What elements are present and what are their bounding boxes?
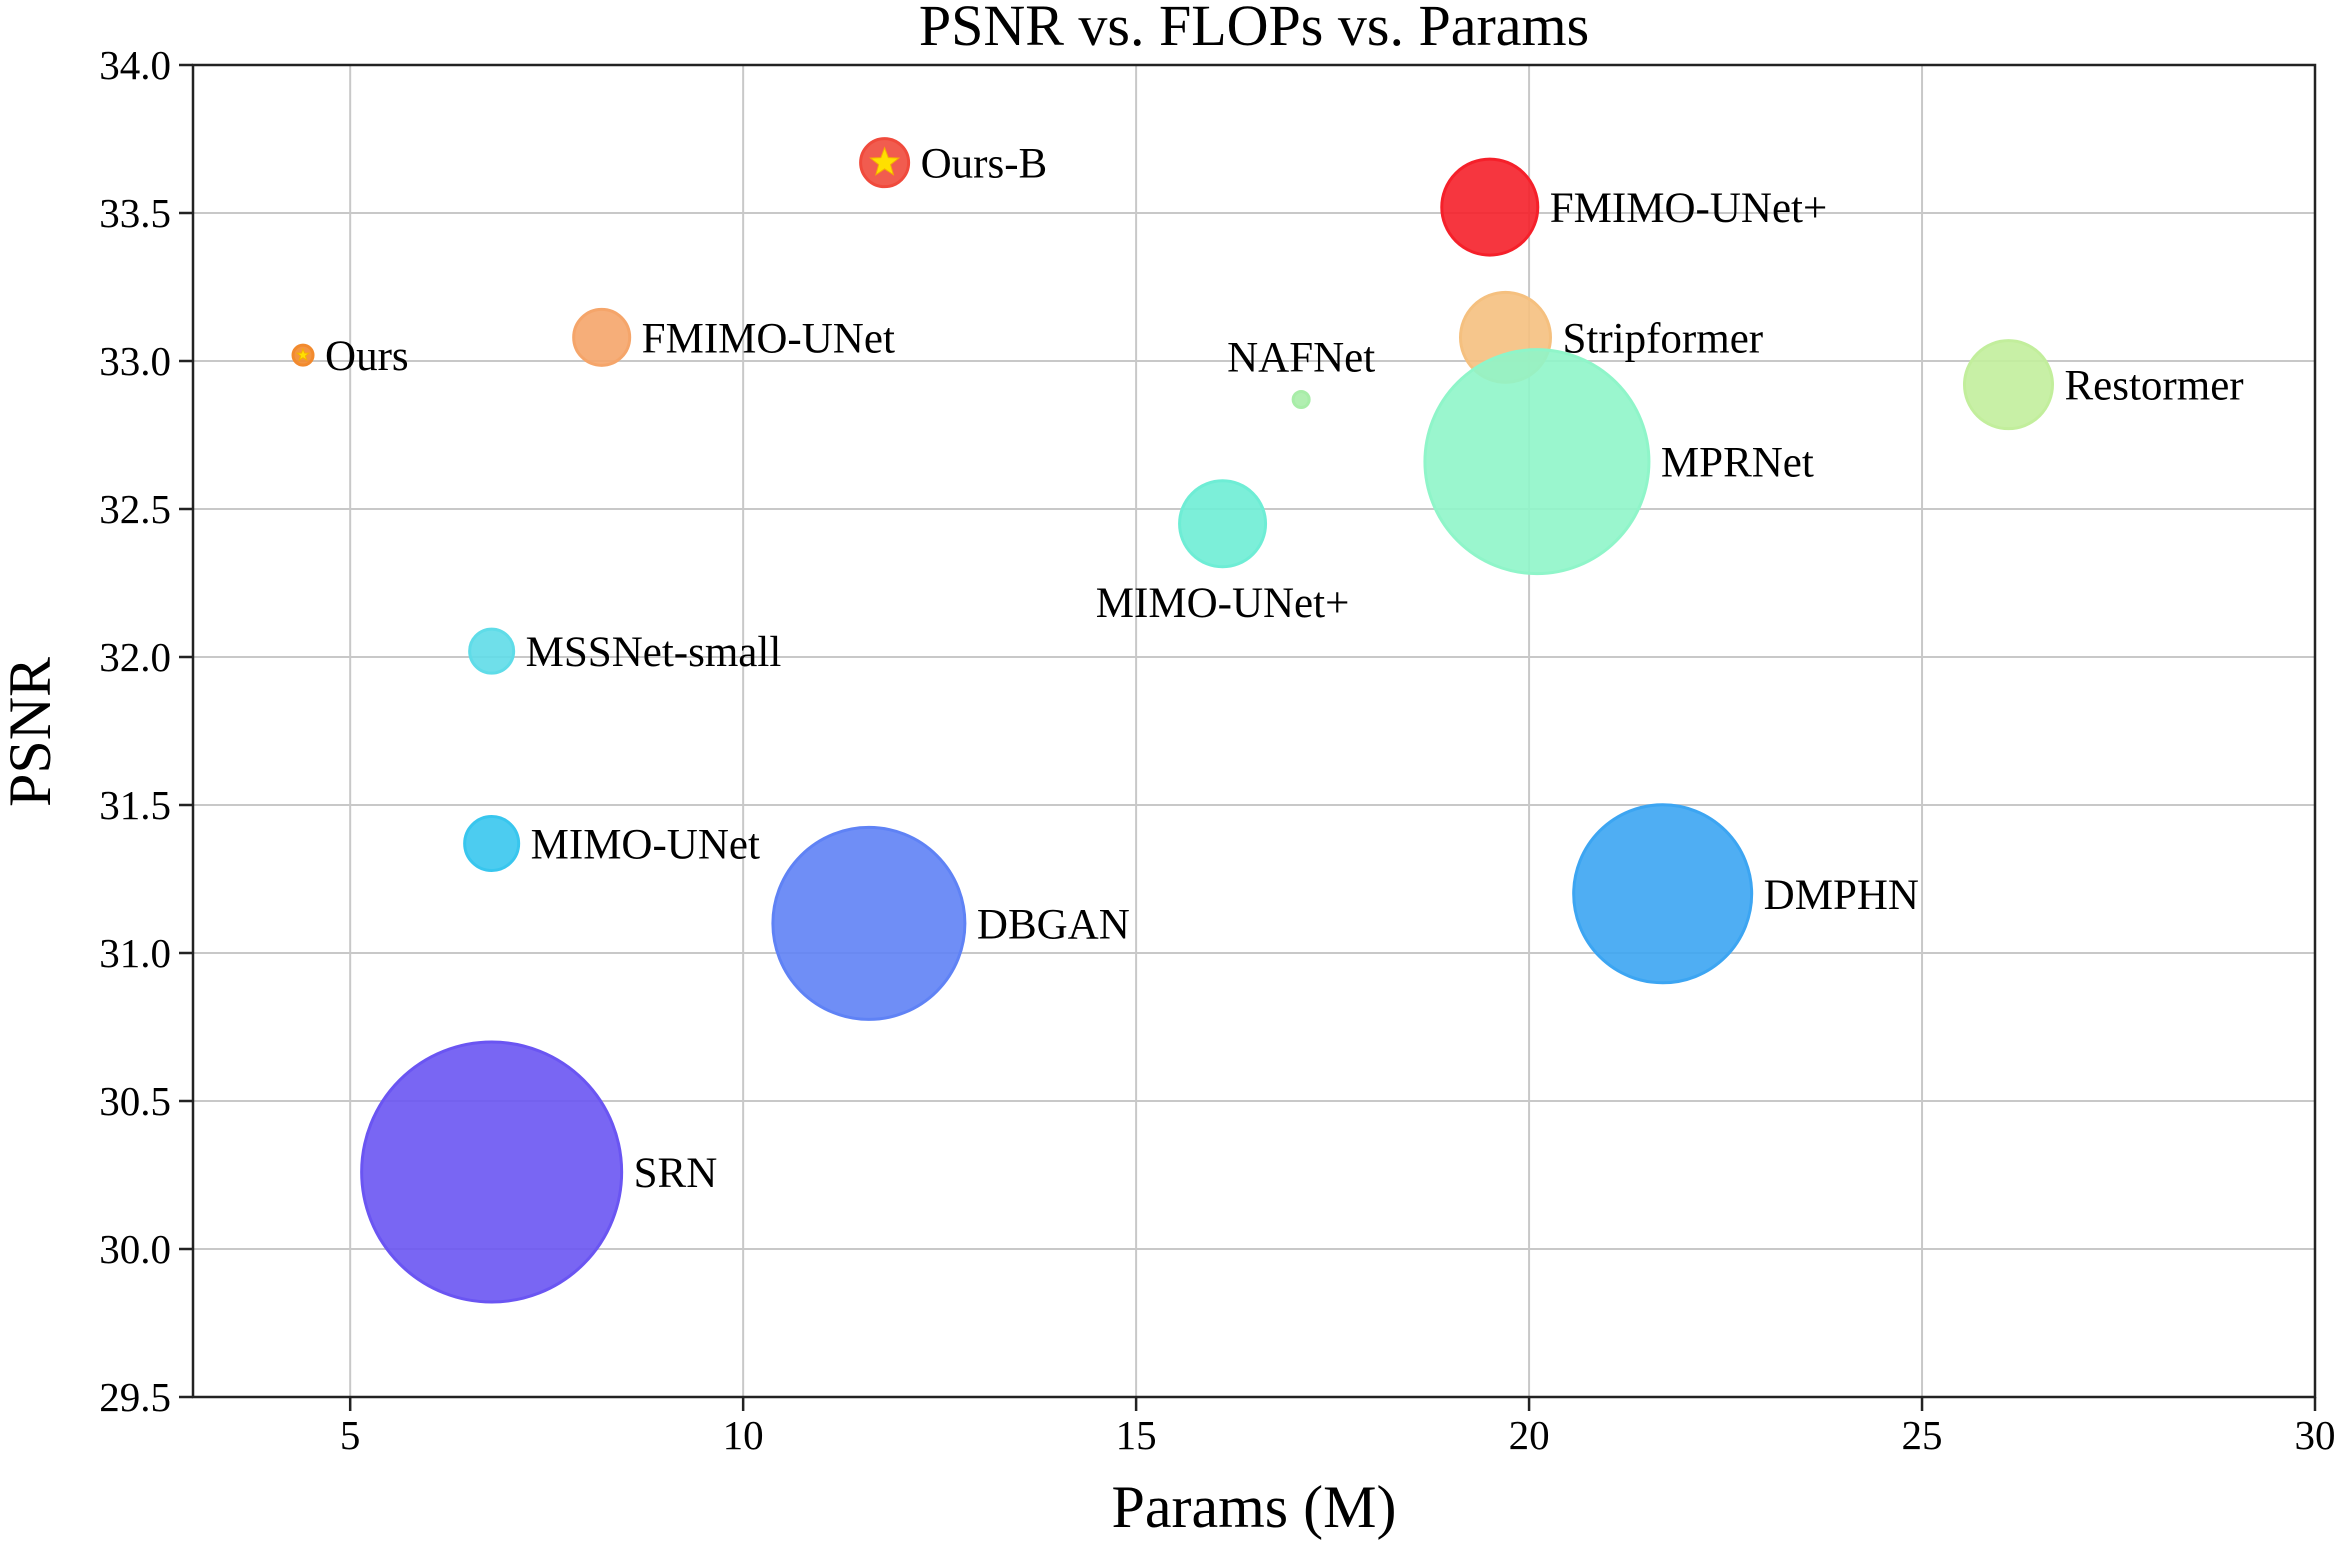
star-icon xyxy=(295,347,311,362)
point-labels: Ours Ours-B FMIMO-UNet FMIMO-UNet+ Stripform… xyxy=(325,141,2244,1197)
y-tick-label: 30.0 xyxy=(99,1226,171,1272)
bubble-fmimo-unet xyxy=(1440,157,1540,257)
y-tick-label: 33.0 xyxy=(99,338,171,384)
point-label-mssnet-small: MSSNet-small xyxy=(526,629,782,676)
point-label-srn: SRN xyxy=(634,1150,718,1197)
bubble-dbgan xyxy=(771,825,967,1021)
star-icon xyxy=(869,146,901,176)
x-axis-label: Params (M) xyxy=(1112,1474,1397,1540)
bubble-nafnet xyxy=(1291,389,1311,409)
y-tick-label: 32.5 xyxy=(99,486,171,532)
y-tick-label: 32.0 xyxy=(99,634,171,680)
point-label-nafnet: NAFNet xyxy=(1227,334,1375,381)
y-axis-label: PSNR xyxy=(0,657,63,807)
x-tick-label: 5 xyxy=(340,1412,361,1458)
point-label-mimo-unet: MIMO-UNet+ xyxy=(1096,580,1350,627)
point-label-dbgan: DBGAN xyxy=(977,901,1130,948)
x-tick-label: 25 xyxy=(1902,1412,1943,1458)
x-tick-label: 20 xyxy=(1509,1412,1550,1458)
chart-title: PSNR vs. FLOPs vs. Params xyxy=(919,0,1589,58)
point-label-mimo-unet: MIMO-UNet xyxy=(531,821,760,868)
point-label-restormer: Restormer xyxy=(2064,363,2243,410)
y-tick-label: 33.5 xyxy=(99,190,171,236)
bubble-srn xyxy=(360,1040,624,1304)
y-tick-label: 30.5 xyxy=(99,1078,171,1124)
bubble-mimo-unet xyxy=(463,814,521,872)
point-label-stripformer: Stripformer xyxy=(1562,315,1763,362)
bubble-restormer xyxy=(1962,339,2054,431)
x-tick-label: 15 xyxy=(1116,1412,1157,1458)
y-tick-label: 34.0 xyxy=(99,42,171,88)
plot-frame xyxy=(191,63,2317,1399)
bubble-mprnet xyxy=(1423,348,1651,576)
point-label-dmphn: DMPHN xyxy=(1764,872,1919,919)
point-label-fmimo-unet: FMIMO-UNet+ xyxy=(1550,185,1827,232)
y-tick-label: 29.5 xyxy=(99,1374,171,1420)
point-label-ours: Ours xyxy=(325,333,409,380)
y-tick-label: 31.5 xyxy=(99,782,171,828)
x-tick-label: 10 xyxy=(723,1412,764,1458)
point-label-ours-b: Ours-B xyxy=(921,141,1048,188)
bubble-fmimo-unet xyxy=(572,307,632,367)
bubble-mssnet-small xyxy=(468,627,516,675)
bubble-dmphn xyxy=(1572,803,1754,985)
x-tick-label: 30 xyxy=(2295,1412,2336,1458)
axis-ticks: 5 10 15 20 25 30 29.5 30.0 30.5 31.0 31.5 32.0 32.5 3… xyxy=(99,42,2335,1458)
y-tick-label: 31.0 xyxy=(99,930,171,976)
point-label-mprnet: MPRNet xyxy=(1661,440,1814,487)
bubbles xyxy=(291,137,2054,1304)
point-label-fmimo-unet: FMIMO-UNet xyxy=(642,315,895,362)
bubble-mimo-unet xyxy=(1178,479,1268,569)
